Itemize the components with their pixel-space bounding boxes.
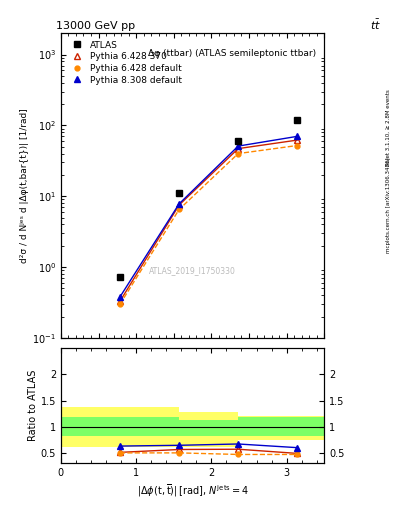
Y-axis label: d²σ / d Nʲᵉˢ d |Δφ(t,bar{t})| [1/rad]: d²σ / d Nʲᵉˢ d |Δφ(t,bar{t})| [1/rad] [20,108,29,263]
Text: ATLAS_2019_I1750330: ATLAS_2019_I1750330 [149,266,236,275]
Text: $t\bar{t}$: $t\bar{t}$ [370,18,381,32]
Legend: ATLAS, Pythia 6.428 370, Pythia 6.428 default, Pythia 8.308 default: ATLAS, Pythia 6.428 370, Pythia 6.428 de… [65,38,184,88]
Line: Pythia 6.428 370: Pythia 6.428 370 [117,137,300,304]
Line: Pythia 8.308 default: Pythia 8.308 default [117,134,300,300]
Text: 13000 GeV pp: 13000 GeV pp [56,21,135,31]
ATLAS [295,117,299,123]
Pythia 6.428 default [295,142,299,148]
Text: Δφ (ttbar) (ATLAS semileptonic ttbar): Δφ (ttbar) (ATLAS semileptonic ttbar) [148,49,316,57]
X-axis label: $|\Delta\phi(\mathrm{t,\overline{t}})|\,[\mathrm{rad}],\,N^\mathrm{jets}=4$: $|\Delta\phi(\mathrm{t,\overline{t}})|\,… [136,482,249,499]
Pythia 6.428 370 [295,137,299,143]
Line: ATLAS: ATLAS [117,117,300,280]
ATLAS [177,190,182,197]
ATLAS [236,138,241,144]
Y-axis label: Ratio to ATLAS: Ratio to ATLAS [28,370,38,441]
Pythia 6.428 370 [118,298,122,304]
Pythia 6.428 default [177,206,182,212]
Pythia 6.428 370 [177,202,182,208]
Pythia 8.308 default [295,133,299,139]
ATLAS [118,274,122,280]
Pythia 6.428 370 [236,145,241,152]
Line: Pythia 6.428 default: Pythia 6.428 default [118,143,300,307]
Text: Rivet 3.1.10, ≥ 2.8M events: Rivet 3.1.10, ≥ 2.8M events [386,90,391,166]
Pythia 6.428 default [236,151,241,157]
Pythia 6.428 default [118,301,122,307]
Text: mcplots.cern.ch [arXiv:1306.3436]: mcplots.cern.ch [arXiv:1306.3436] [386,157,391,252]
Pythia 8.308 default [236,143,241,149]
Pythia 8.308 default [177,201,182,207]
Pythia 8.308 default [118,294,122,300]
